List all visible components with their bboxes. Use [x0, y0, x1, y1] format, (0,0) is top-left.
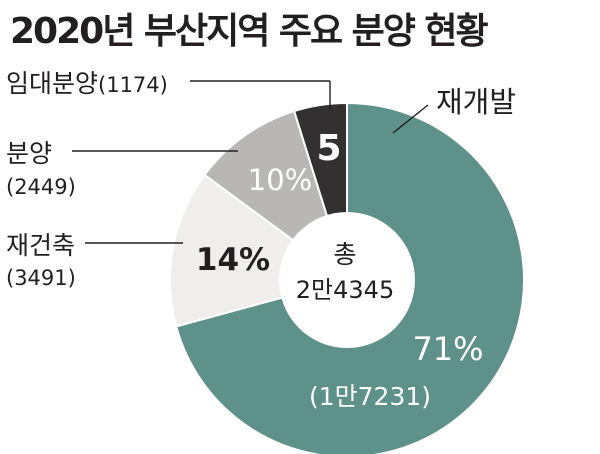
- percent-reconstruction: 14%: [196, 242, 270, 278]
- chart-title: 2020년 부산지역 주요 분양 현황: [10, 11, 489, 52]
- percent-redevelopment: 71%: [412, 330, 483, 368]
- center-total-value: 2만4345: [296, 276, 394, 304]
- label-sale: 분양: [6, 139, 52, 168]
- center-total-label: 총: [333, 240, 356, 269]
- donut-hole: [279, 212, 415, 348]
- label-redevelopment: 재개발: [436, 85, 516, 119]
- leader-line-redevelopment: [392, 104, 429, 134]
- label-reconstruction-count: (3491): [6, 266, 76, 290]
- label-rental-name: 임대분양: [6, 69, 98, 98]
- label-rental: 임대분양(1174): [6, 69, 168, 98]
- percent-sale: 10%: [248, 163, 312, 197]
- label-sale-count: (2449): [6, 175, 76, 199]
- percent-rental: 5: [316, 128, 341, 169]
- label-reconstruction: 재건축: [6, 231, 75, 260]
- label-rental-count: (1174): [98, 73, 168, 97]
- count-redevelopment: (1만7231): [309, 382, 431, 411]
